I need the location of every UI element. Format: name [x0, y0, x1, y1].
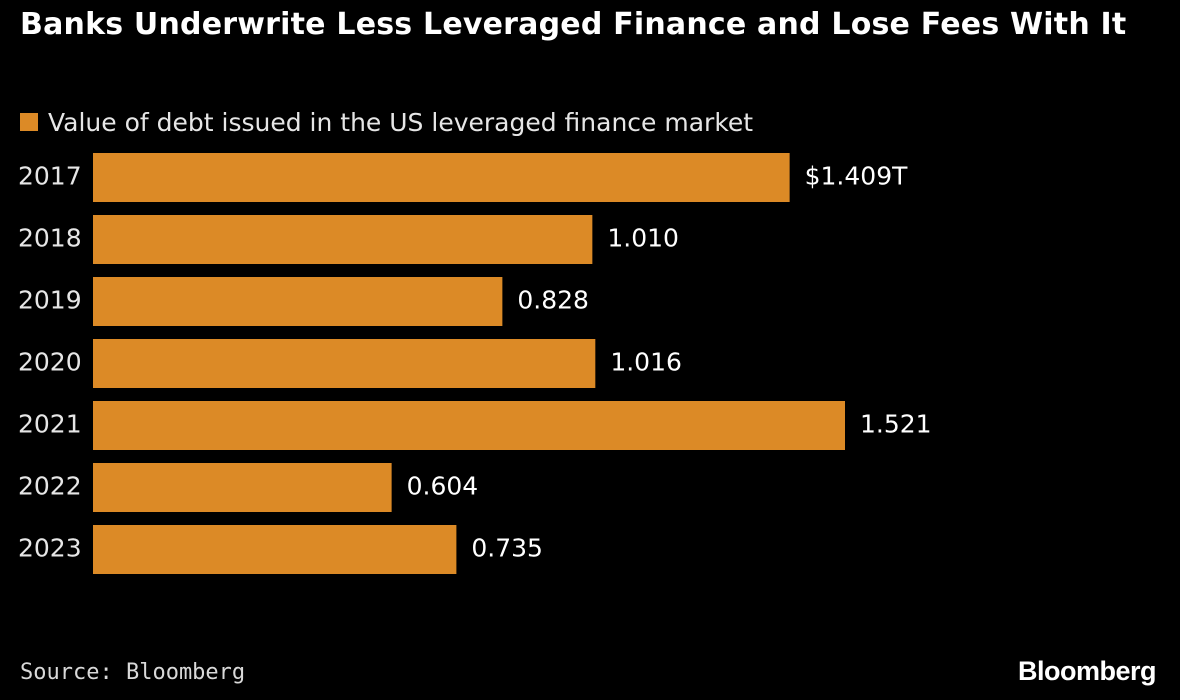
value-label-2021: 1.521	[860, 410, 932, 439]
chart-title: Banks Underwrite Less Leveraged Finance …	[20, 7, 1127, 42]
category-label-2023: 2023	[18, 534, 82, 563]
category-label-2022: 2022	[18, 472, 82, 501]
bar-2021	[93, 401, 845, 450]
category-label-2017: 2017	[18, 162, 82, 191]
bar-2023	[93, 525, 457, 574]
category-label-2020: 2020	[18, 348, 82, 377]
source-note: Source: Bloomberg	[20, 660, 246, 685]
value-label-2018: 1.010	[607, 224, 679, 253]
category-label-2019: 2019	[18, 286, 82, 315]
category-label-2021: 2021	[18, 410, 82, 439]
value-label-2019: 0.828	[517, 286, 589, 315]
bar-2019	[93, 277, 503, 326]
value-label-2022: 0.604	[407, 472, 479, 501]
value-label-2017: $1.409T	[805, 162, 908, 191]
bar-2017	[93, 153, 790, 202]
legend: Value of debt issued in the US leveraged…	[20, 104, 753, 140]
bar-2022	[93, 463, 392, 512]
bar-2018	[93, 215, 593, 264]
bar-2020	[93, 339, 596, 388]
value-label-2023: 0.735	[471, 534, 543, 563]
legend-label: Value of debt issued in the US leveraged…	[48, 107, 754, 137]
category-label-2018: 2018	[18, 224, 82, 253]
legend-swatch	[20, 113, 38, 131]
value-label-2020: 1.016	[610, 348, 682, 377]
bloomberg-logo: Bloomberg	[1017, 656, 1157, 686]
